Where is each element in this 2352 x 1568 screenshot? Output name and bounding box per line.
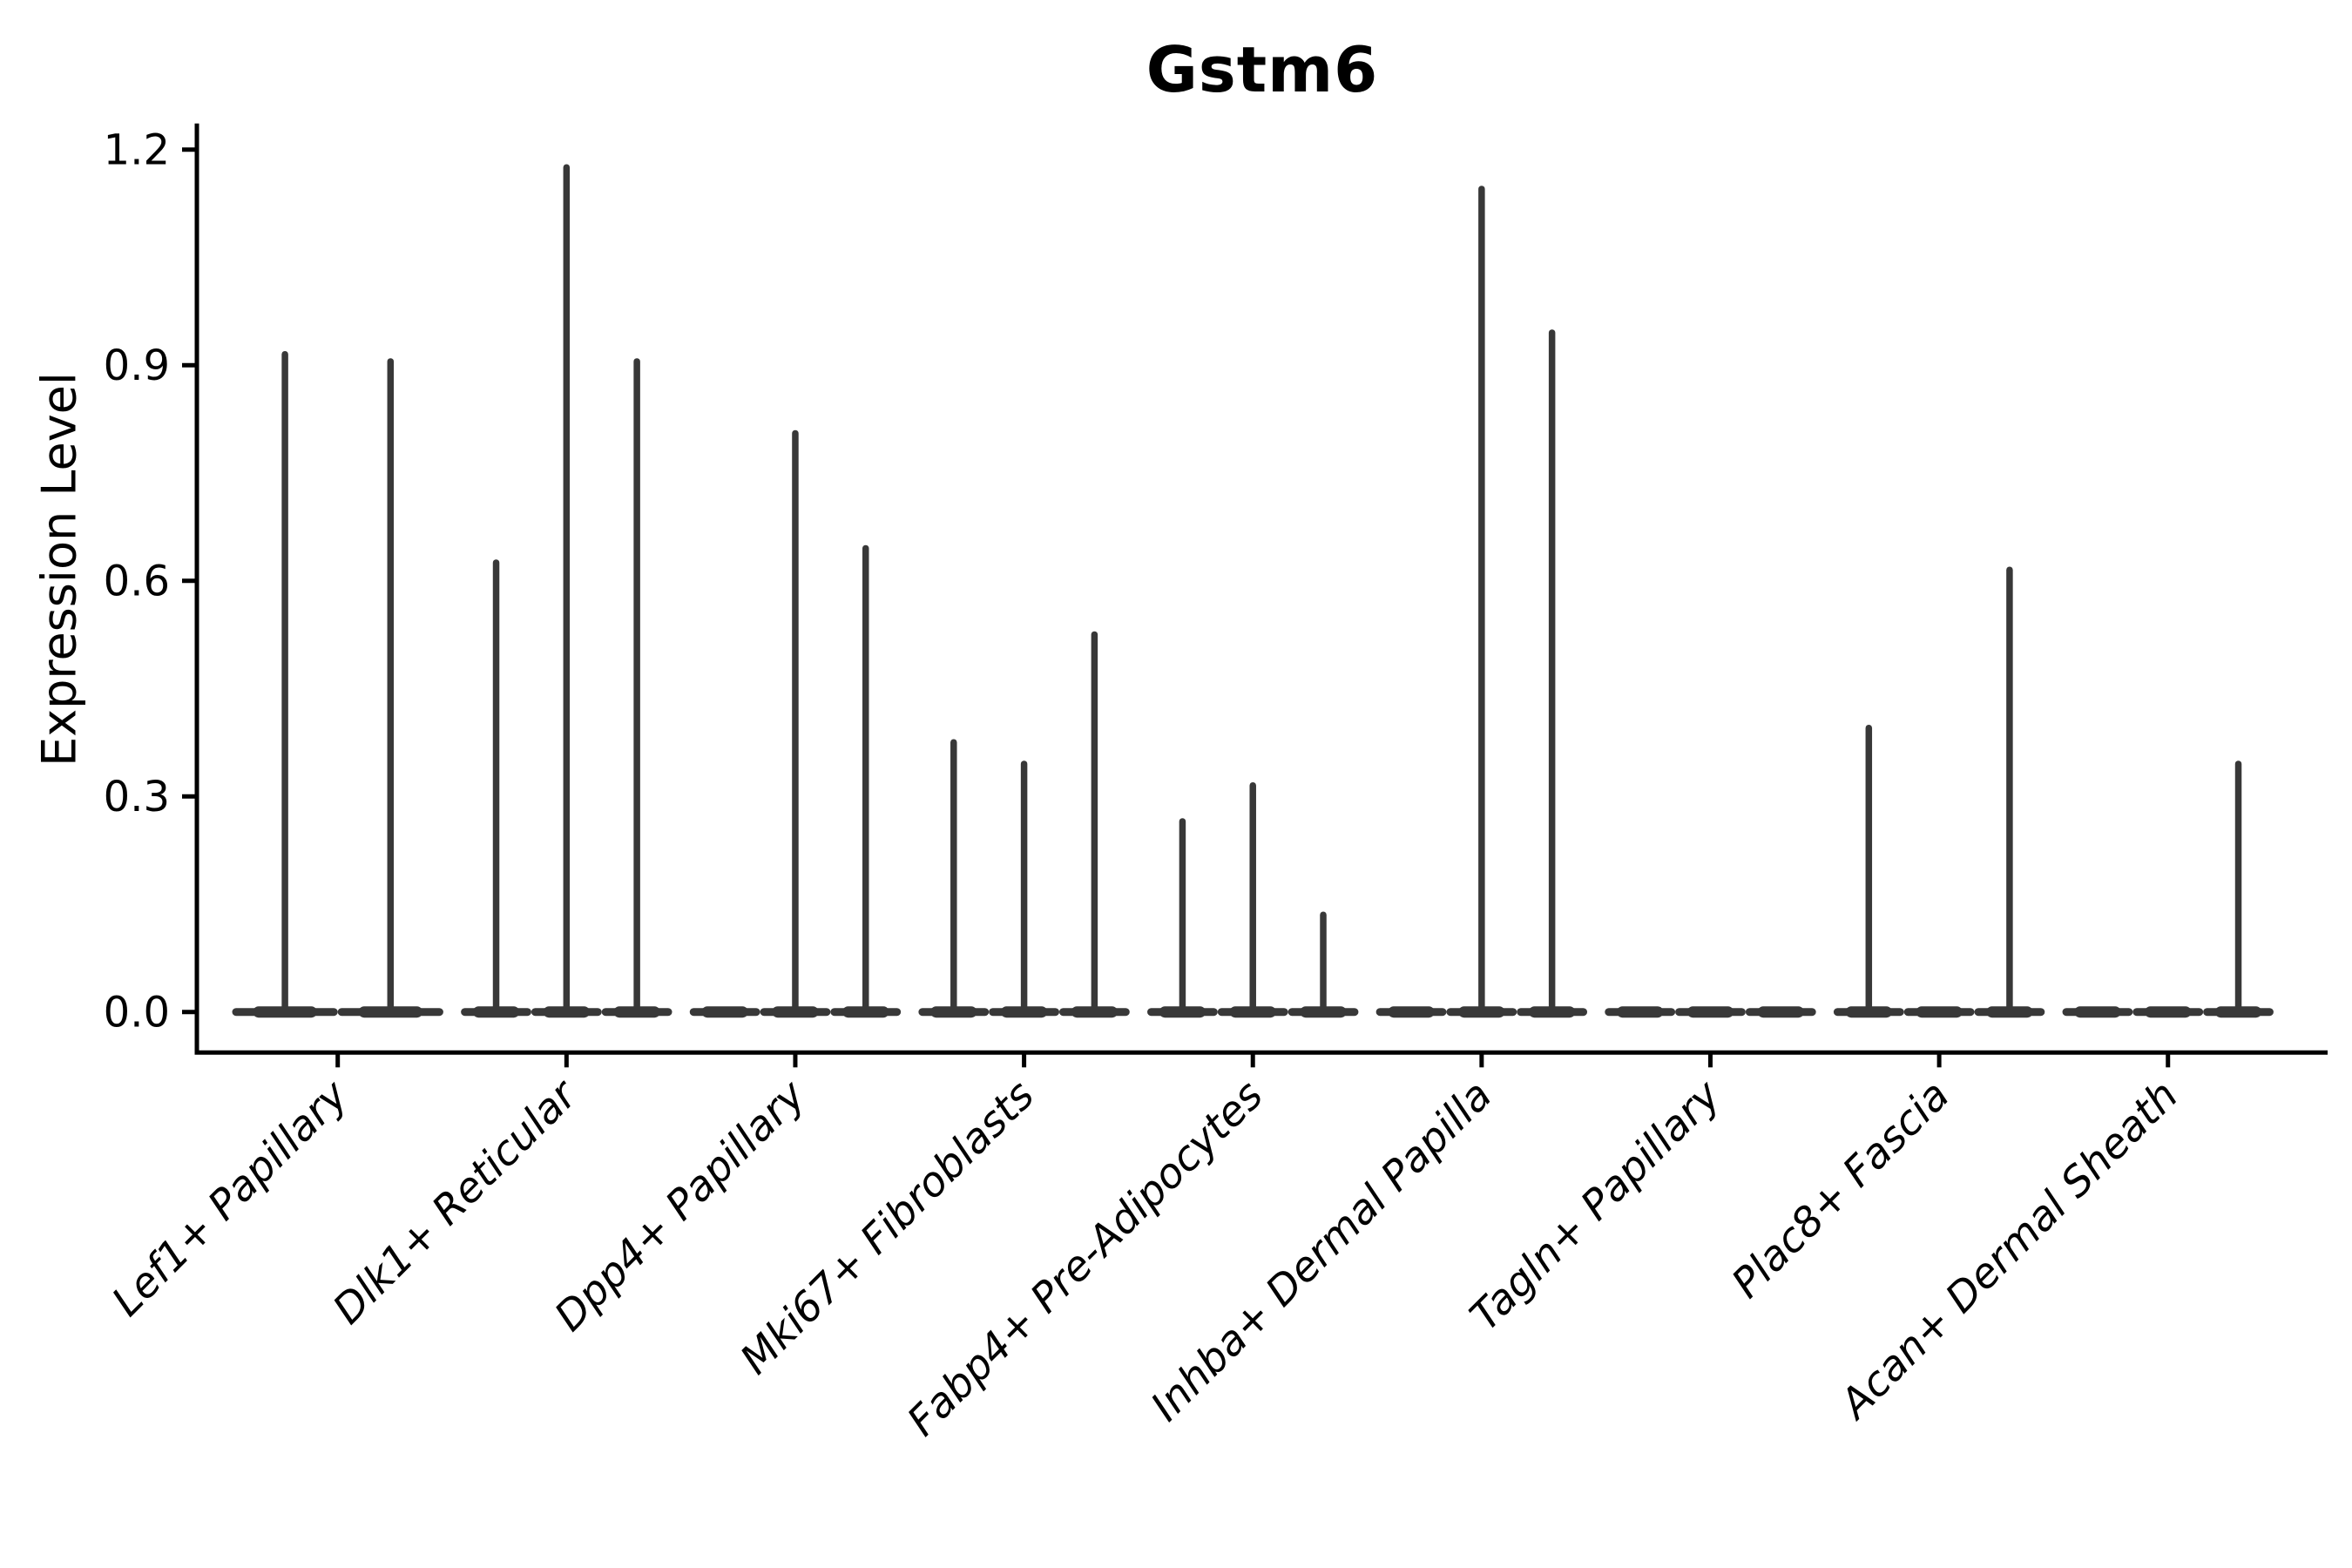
y-tick-label: 0.0 <box>104 989 170 1037</box>
x-tick-label-8: Plac8+ Fascia <box>1723 1071 1959 1308</box>
y-tick-label: 0.6 <box>104 558 170 606</box>
x-tick-label-7: Tagln+ Papillary <box>1461 1071 1731 1341</box>
x-tick-label-3: Dpp4+ Papillary <box>545 1071 815 1341</box>
x-tick-label-1: Lef1+ Papillary <box>103 1071 358 1326</box>
y-tick-label: 0.9 <box>104 341 170 390</box>
x-tick-label-2: Dlk1+ Reticular <box>324 1070 588 1334</box>
y-tick-label: 1.2 <box>104 126 170 175</box>
chart-title: Gstm6 <box>1146 33 1379 106</box>
y-tick-label: 0.3 <box>104 773 170 821</box>
